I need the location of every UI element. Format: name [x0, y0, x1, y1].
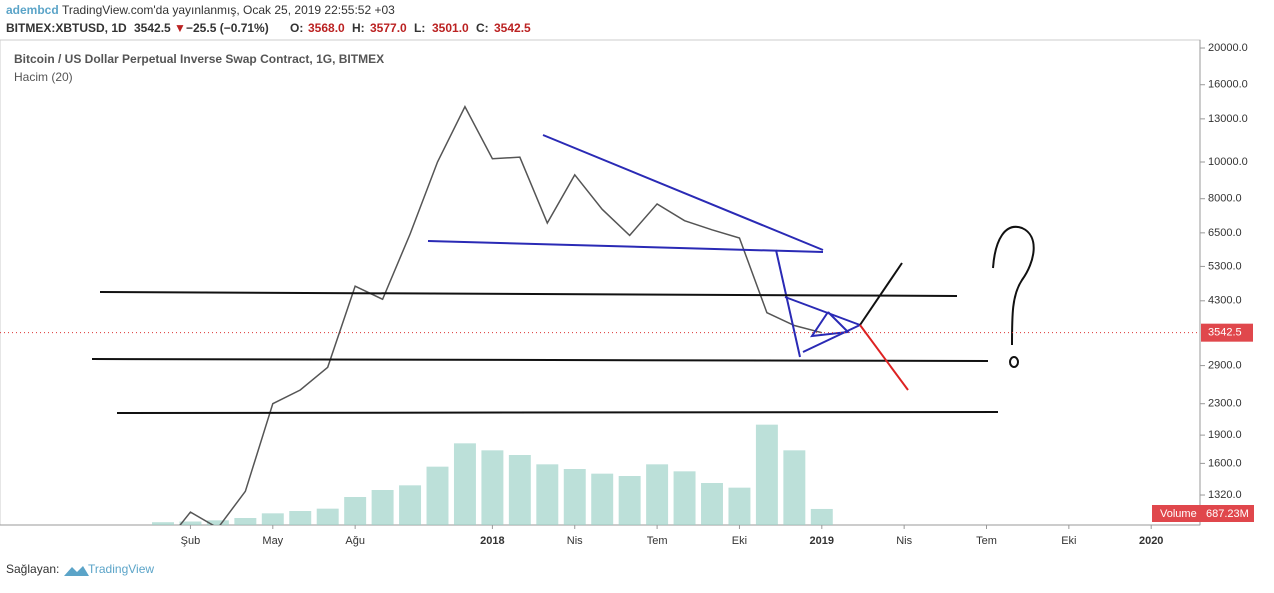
y-tick-label: 4300.0 [1208, 295, 1242, 307]
chart-title: Bitcoin / US Dollar Perpetual Inverse Sw… [14, 52, 384, 66]
price-line [179, 105, 822, 525]
ohlc-value: 3542.5 [494, 21, 531, 35]
ohlc-label: L: [414, 21, 425, 35]
last-price: 3542.5 [134, 21, 171, 35]
trend-line [784, 296, 861, 326]
volume-bar [234, 518, 257, 525]
y-tick-label: 16000.0 [1208, 79, 1248, 91]
y-tick-label: 1900.0 [1208, 429, 1242, 441]
volume-bar [453, 443, 476, 525]
ohlc-value: 3501.0 [432, 21, 469, 35]
published: TradingView.com'da yayınlanmış, Ocak 25,… [62, 3, 395, 17]
volume-bar [426, 466, 449, 525]
volume-bar [728, 487, 751, 525]
x-tick-label: 2019 [810, 535, 834, 547]
volume-bar [261, 513, 284, 525]
ohlc-label: H: [352, 21, 365, 35]
volume-bar [289, 511, 312, 525]
scenario-down [859, 324, 909, 391]
publisher: adembcd [6, 3, 59, 17]
plot-area [0, 39, 1201, 526]
x-tick-label: May [262, 535, 283, 547]
y-tick-label: 1600.0 [1208, 457, 1242, 469]
x-tick-label: Tem [647, 535, 668, 547]
volume-bar [783, 450, 806, 525]
volume-bar [536, 464, 559, 525]
volume-bar [371, 490, 394, 525]
y-tick-label: 1320.0 [1208, 489, 1242, 501]
ohlc-label: C: [476, 21, 489, 35]
ohlc: O: 3568.0 H: 3577.0 L: 3501.0 C: 3542.5 [290, 21, 531, 35]
volume-bar [591, 473, 614, 525]
volume-bar [810, 508, 833, 525]
volume-bar [481, 450, 504, 525]
volume-bar [673, 471, 696, 525]
x-tick-label: Şub [181, 535, 201, 547]
volume-tag-value: 687.23M [1206, 508, 1249, 520]
last-price-tag [1201, 323, 1253, 342]
plot [152, 105, 833, 525]
y-tick-label: 2300.0 [1208, 398, 1242, 410]
x-tick-label: 2020 [1139, 535, 1163, 547]
volume-bar [206, 520, 229, 525]
trend-line [802, 324, 861, 353]
volume-bar [646, 464, 669, 525]
y-tick-label: 6500.0 [1208, 227, 1242, 239]
scenario-up [859, 262, 903, 326]
y-tick-label: 5300.0 [1208, 260, 1242, 272]
volume-bar [152, 522, 174, 525]
change-arrow: ▼ [174, 21, 186, 35]
support-line [116, 411, 999, 414]
x-tick-label: Ağu [345, 535, 365, 547]
change: −25.5 (−0.71%) [186, 21, 269, 35]
x-tick-label: Eki [732, 535, 747, 547]
support-line [99, 291, 958, 297]
x-tick-label: 2018 [480, 535, 504, 547]
last-price-tag-label: 3542.5 [1208, 327, 1242, 339]
x-tick-label: Tem [976, 535, 997, 547]
support-line [91, 358, 989, 362]
volume-bar [755, 424, 778, 525]
volume-tag [1152, 505, 1254, 522]
volume-bar [618, 476, 641, 525]
volume-bar [179, 521, 202, 525]
trend-line [427, 240, 824, 253]
y-tick-label: 8000.0 [1208, 193, 1242, 205]
ohlc-value: 3568.0 [308, 21, 345, 35]
trend-line [809, 311, 851, 338]
x-tick-label: Nis [896, 535, 912, 547]
y-tick-label: 20000.0 [1208, 42, 1248, 54]
question-mark [992, 225, 1035, 346]
volume-bar [316, 508, 339, 525]
y-tick-label: 10000.0 [1208, 156, 1248, 168]
y-tick-label: 2900.0 [1208, 359, 1242, 371]
footer-brand[interactable]: TradingView [88, 562, 154, 576]
ohlc-label: O: [290, 21, 303, 35]
y-tick-label: 13000.0 [1208, 113, 1248, 125]
trend-line [775, 249, 801, 358]
x-tick-label: Nis [567, 535, 583, 547]
footer-label: Sağlayan: [6, 562, 59, 576]
trend-line [542, 134, 824, 251]
volume-bar [344, 497, 367, 525]
volume-bar [701, 483, 723, 525]
volume-bar [508, 455, 531, 525]
logo [64, 566, 89, 576]
chart-subtitle: Hacim (20) [14, 70, 73, 84]
x-tick-label: Eki [1061, 535, 1076, 547]
volume-bar [399, 485, 422, 525]
ohlc-value: 3577.0 [370, 21, 407, 35]
drawings [91, 134, 1035, 414]
question-dot [1009, 356, 1019, 368]
volume-tag-name: Volume [1160, 508, 1197, 520]
symbol: BITMEX:XBTUSD, 1D [6, 21, 127, 35]
volume-bar [563, 469, 586, 525]
